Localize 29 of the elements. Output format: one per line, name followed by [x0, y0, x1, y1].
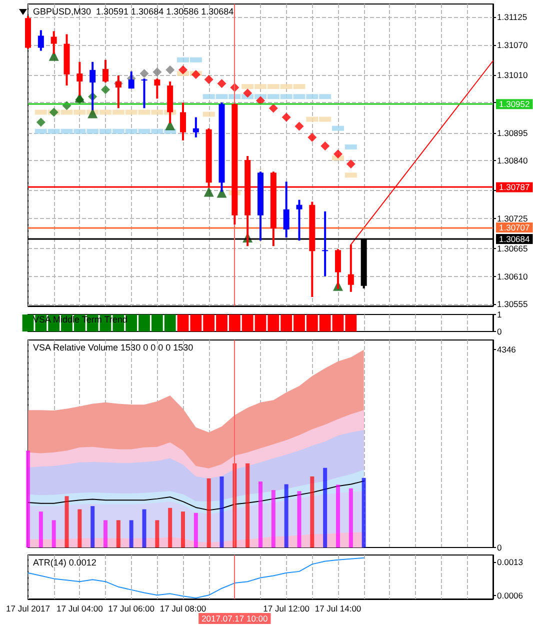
y-tick-label: 0	[497, 326, 502, 336]
y-tick-label: 1.30840	[497, 156, 528, 166]
y-tick-label: 1.30725	[497, 213, 528, 224]
chart-title: VSA Relative Volume 1530 0 0 0 0 1530	[33, 342, 194, 352]
x-tick-label: 17 Jul 04:00	[56, 604, 104, 614]
x-tick-label: 17 Jul 06:00	[108, 604, 155, 614]
y-tick-label: 0.0013	[497, 556, 524, 567]
x-tick-label: 17 Jul 2017	[6, 604, 50, 614]
ref-line-label: 1.30952	[499, 99, 530, 110]
y-tick-label: 1.31070	[497, 40, 528, 50]
y-tick-label: 1	[497, 310, 502, 320]
y-tick-label: 1.30555	[497, 298, 528, 309]
y-tick-label: 0.0006	[497, 590, 524, 601]
y-tick-label: 1.31125	[497, 12, 528, 22]
x-tick-label: 17 Jul 14:00	[314, 604, 362, 614]
y-tick-label: 4346	[497, 344, 516, 355]
y-tick-label: 1.30665	[497, 244, 528, 254]
chart-title: GBPUSD,M30 1.30591 1.30684 1.30586 1.30684	[33, 6, 234, 16]
ref-line-label: 1.30707	[499, 222, 530, 232]
x-tick-label: 17 Jul 12:00	[263, 604, 310, 614]
y-tick-label: 1.30895	[497, 128, 528, 138]
y-tick-label: 0	[497, 542, 502, 552]
ref-line-label: 1.30684	[499, 234, 530, 244]
chart-title: ATR(14) 0.0012	[33, 558, 96, 568]
y-tick-label: 1.31010	[497, 70, 528, 80]
ref-line-label: 1.30787	[499, 182, 530, 192]
x-tick-label: 17 Jul 08:00	[160, 604, 206, 614]
y-tick-label: 1.30610	[497, 271, 528, 282]
x-tick-label: 2017.07.17 10:00	[202, 614, 268, 624]
